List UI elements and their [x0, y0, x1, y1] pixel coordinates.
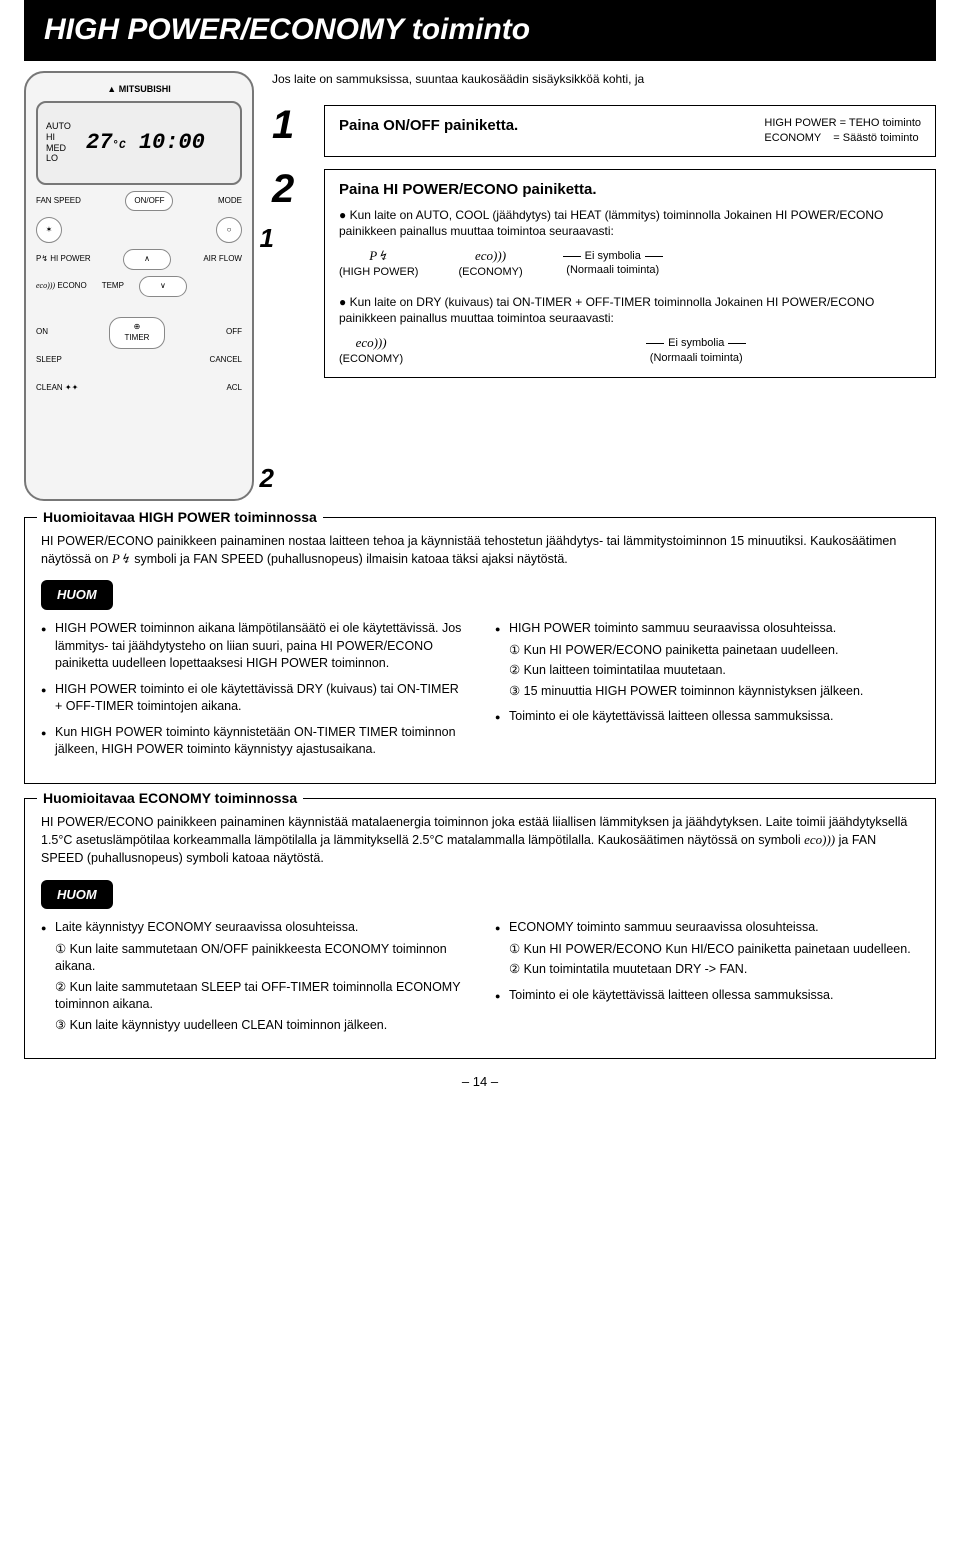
onoff-button[interactable]: ON/OFF — [125, 191, 173, 212]
step-2-iconrow-2: eco)))(ECONOMY) Ei symbolia (Normaali to… — [339, 334, 746, 367]
nosym-cell: Ei symbolia (Normaali toiminta) — [563, 249, 663, 279]
circ-item: ② Kun laitteen toimintatilaa muutetaan. — [509, 662, 919, 680]
step-1: 1 Paina ON/OFF painiketta. HIGH POWER = … — [272, 105, 936, 158]
hp-left-col: HIGH POWER toiminnon aikana lämpötilansä… — [41, 620, 465, 767]
list-item: HIGH POWER toiminnon aikana lämpötilansä… — [41, 620, 465, 673]
nosym-cell-2: Ei symbolia (Normaali toiminta) — [646, 336, 746, 366]
row-sleep: SLEEP CANCEL — [36, 355, 242, 366]
hipower-label: P↯ HI POWER — [36, 254, 91, 265]
step-2: 2 Paina HI POWER/ECONO painiketta. ● Kun… — [272, 169, 936, 377]
circ-item: ① Kun laite sammutetaan ON/OFF painikkee… — [55, 941, 465, 976]
circ-item: ② Kun toimintatila muutetaan DRY -> FAN. — [509, 961, 919, 979]
timer-button[interactable]: ⊕TIMER — [109, 317, 165, 349]
huom-badge-eco: HUOM — [41, 880, 113, 910]
step-1-title: Paina ON/OFF painiketta. — [339, 116, 518, 136]
cancel-label: CANCEL — [210, 355, 242, 366]
econo-label: eco))) ECONO — [36, 281, 87, 292]
hp-circ-list: ① Kun HI POWER/ECONO painiketta painetaa… — [509, 642, 919, 701]
mode-label: MODE — [218, 196, 242, 207]
off-label: OFF — [226, 327, 242, 338]
circ-item: ① Kun HI POWER/ECONO Kun HI/ECO painiket… — [509, 941, 919, 959]
instructions-column: Jos laite on sammuksissa, suuntaa kaukos… — [272, 71, 936, 501]
step-2-box: Paina HI POWER/ECONO painiketta. ● Kun l… — [324, 169, 936, 377]
hp-two-col: HIGH POWER toiminnon aikana lämpötilansä… — [41, 620, 919, 767]
callout-2: 2 — [260, 461, 274, 496]
row-mid: ✶ ○ — [36, 217, 242, 243]
eco-left-circ: ① Kun laite sammutetaan ON/OFF painikkee… — [55, 941, 465, 1035]
up-button[interactable]: ∧ — [123, 249, 171, 270]
top-row: ▲ MITSUBISHI AUTO HI MED LO 27°C 10:00 F… — [24, 71, 936, 501]
eco-icon-cell: eco)))(ECONOMY) — [458, 247, 522, 280]
step-1-num: 1 — [272, 105, 308, 145]
section-eco-title: Huomioitavaa ECONOMY toiminnossa — [37, 789, 303, 808]
row-hipower: P↯ HI POWER ∧ AIR FLOW — [36, 249, 242, 270]
section-high-power: Huomioitavaa HIGH POWER toiminnossa HI P… — [24, 517, 936, 784]
eco-right-col: ECONOMY toiminto sammuu seuraavissa olos… — [495, 919, 919, 1042]
list-item: HIGH POWER toiminto sammuu seuraavissa o… — [495, 620, 919, 700]
fan-speed-button[interactable]: ✶ — [36, 217, 62, 243]
on-label: ON — [36, 327, 48, 338]
page-title: HIGH POWER/ECONOMY toiminto — [24, 0, 936, 61]
lcd-center: 27°C 10:00 — [86, 128, 205, 158]
list-item: Kun HIGH POWER toiminto käynnistetään ON… — [41, 724, 465, 759]
row-timer: ON ⊕TIMER OFF — [36, 317, 242, 349]
brand-label: ▲ MITSUBISHI — [36, 83, 242, 95]
step-1-box: Paina ON/OFF painiketta. HIGH POWER = TE… — [324, 105, 936, 158]
step-2-iconrow-1: P↯(HIGH POWER) eco)))(ECONOMY) Ei symbol… — [339, 247, 921, 280]
lcd-display: AUTO HI MED LO 27°C 10:00 — [36, 101, 242, 185]
callout-1: 1 — [260, 221, 274, 256]
circ-item: ① Kun HI POWER/ECONO painiketta painetaa… — [509, 642, 919, 660]
list-item: Toiminto ei ole käytettävissä laitteen o… — [495, 987, 919, 1005]
step-1-note: HIGH POWER = TEHO toiminto ECONOMY = Sää… — [764, 116, 921, 147]
eco-icon-cell-2: eco)))(ECONOMY) — [339, 334, 403, 367]
down-button[interactable]: ∨ — [139, 276, 187, 297]
circ-item: ② Kun laite sammutetaan SLEEP tai OFF-TI… — [55, 979, 465, 1014]
hp-left-list: HIGH POWER toiminnon aikana lämpötilansä… — [41, 620, 465, 759]
intro-text: Jos laite on sammuksissa, suuntaa kaukos… — [272, 71, 936, 87]
page: HIGH POWER/ECONOMY toiminto ▲ MITSUBISHI… — [0, 0, 960, 1115]
section-hp-body: HI POWER/ECONO painikkeen painaminen nos… — [41, 532, 919, 569]
section-economy: Huomioitavaa ECONOMY toiminnossa HI POWE… — [24, 798, 936, 1060]
lcd-modes: AUTO HI MED LO — [46, 121, 71, 164]
airflow-label: AIR FLOW — [203, 254, 242, 265]
row-fanspeed: FAN SPEED ON/OFF MODE — [36, 191, 242, 212]
section-hp-title: Huomioitavaa HIGH POWER toiminnossa — [37, 508, 323, 527]
remote-column: ▲ MITSUBISHI AUTO HI MED LO 27°C 10:00 F… — [24, 71, 254, 501]
row-econo: eco))) ECONO TEMP ∨ — [36, 276, 242, 297]
step-2-bullet-2: ● Kun laite on DRY (kuivaus) tai ON-TIME… — [339, 294, 921, 326]
eco-left-col: Laite käynnistyy ECONOMY seuraavissa olo… — [41, 919, 465, 1042]
hp-icon-cell: P↯(HIGH POWER) — [339, 247, 418, 280]
mode-button[interactable]: ○ — [216, 217, 242, 243]
hp-right-col: HIGH POWER toiminto sammuu seuraavissa o… — [495, 620, 919, 767]
remote-control: ▲ MITSUBISHI AUTO HI MED LO 27°C 10:00 F… — [24, 71, 254, 501]
acl-label: ACL — [226, 383, 242, 394]
list-item: Toiminto ei ole käytettävissä laitteen o… — [495, 708, 919, 726]
clean-label: CLEAN ✦✦ — [36, 383, 78, 394]
circ-item: ③ Kun laite käynnistyy uudelleen CLEAN t… — [55, 1017, 465, 1035]
circ-item: ③ 15 minuuttia HIGH POWER toiminnon käyn… — [509, 683, 919, 701]
fan-speed-label: FAN SPEED — [36, 196, 81, 207]
sleep-label: SLEEP — [36, 355, 62, 366]
step-2-bullet-1: ● Kun laite on AUTO, COOL (jäähdytys) ta… — [339, 207, 921, 239]
row-clean: CLEAN ✦✦ ACL — [36, 383, 242, 394]
step-2-num: 2 — [272, 169, 308, 209]
temp-label: TEMP — [102, 281, 124, 292]
list-item: HIGH POWER toiminto ei ole käytettävissä… — [41, 681, 465, 716]
eco-two-col: Laite käynnistyy ECONOMY seuraavissa olo… — [41, 919, 919, 1042]
list-item: Laite käynnistyy ECONOMY seuraavissa olo… — [41, 919, 465, 1034]
section-eco-body: HI POWER/ECONO painikkeen painaminen käy… — [41, 813, 919, 868]
page-number: – 14 – — [24, 1073, 936, 1091]
list-item: ECONOMY toiminto sammuu seuraavissa olos… — [495, 919, 919, 979]
huom-badge-hp: HUOM — [41, 580, 113, 610]
eco-right-circ: ① Kun HI POWER/ECONO Kun HI/ECO painiket… — [509, 941, 919, 979]
step-2-title: Paina HI POWER/ECONO painiketta. — [339, 180, 921, 200]
